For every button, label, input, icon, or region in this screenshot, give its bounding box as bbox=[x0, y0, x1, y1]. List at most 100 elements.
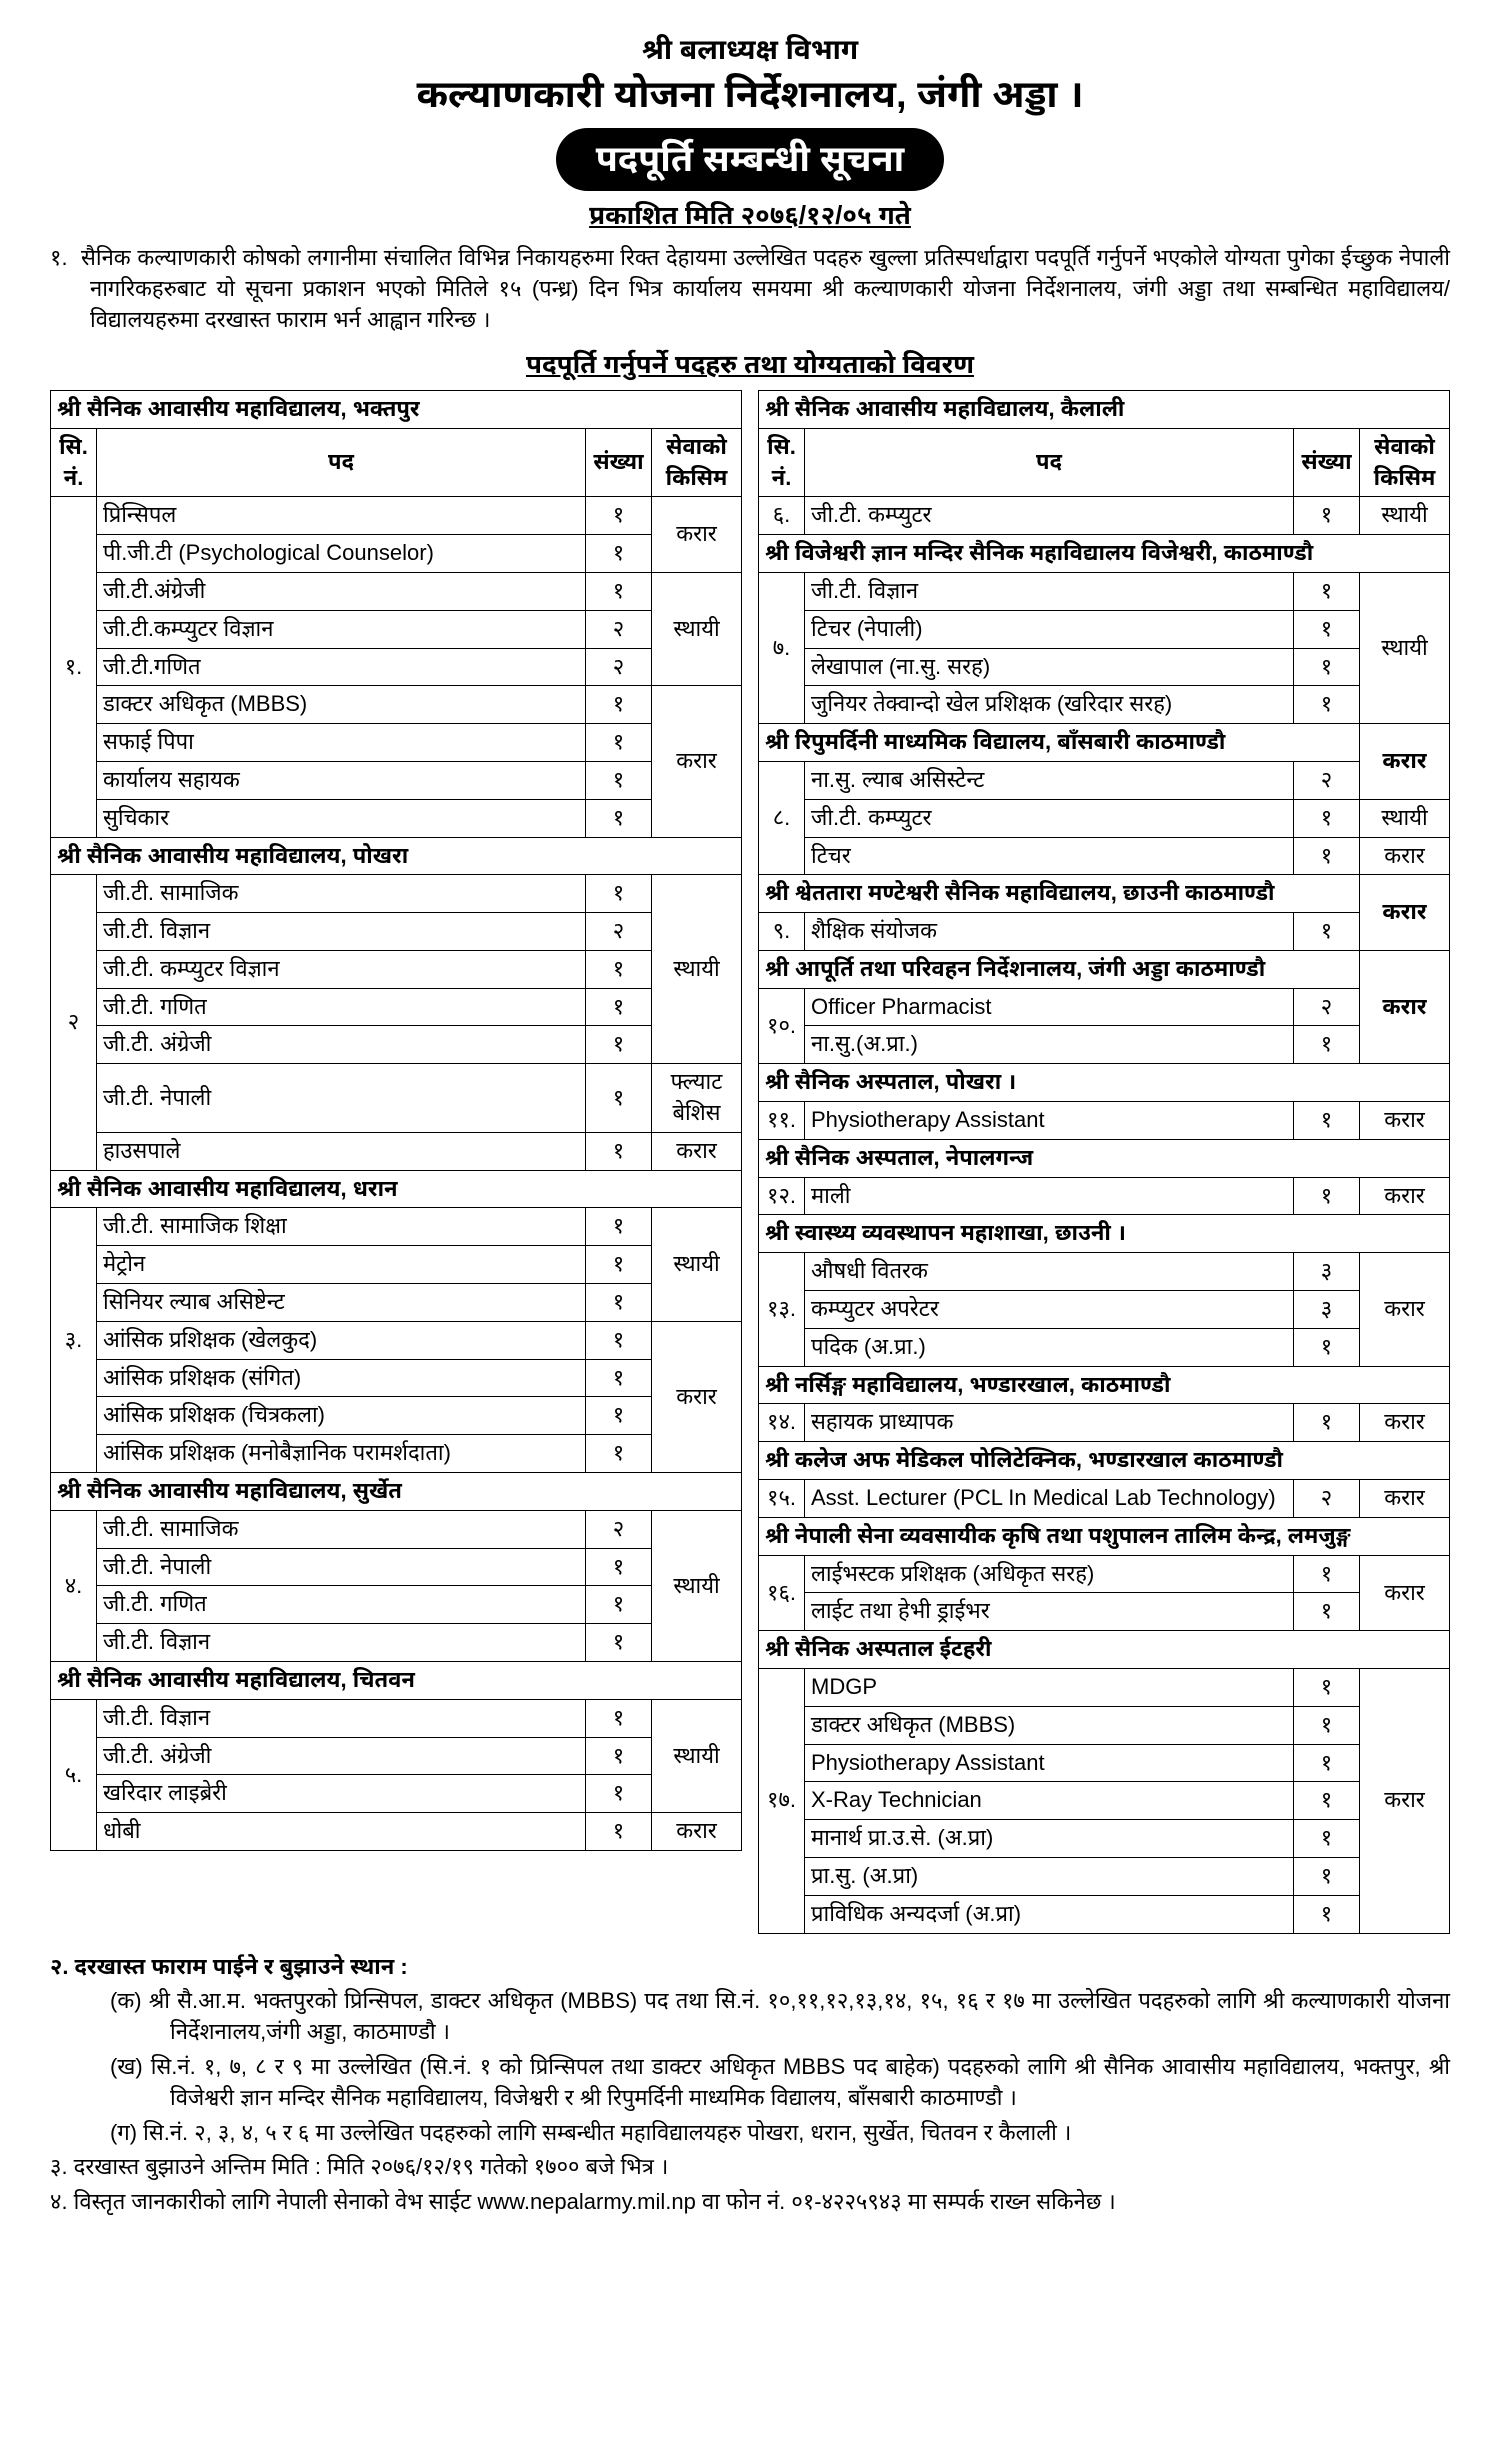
position-name: जी.टी. सामाजिक bbox=[97, 875, 586, 913]
position-count: १ bbox=[586, 535, 652, 573]
serial-number: २ bbox=[51, 875, 97, 1170]
service-type: करार bbox=[652, 1321, 742, 1472]
position-count: १ bbox=[586, 1737, 652, 1775]
position-name: पदिक (अ.प्रा.) bbox=[805, 1328, 1294, 1366]
position-name: MDGP bbox=[805, 1669, 1294, 1707]
table-row: १७.MDGP१करार bbox=[759, 1669, 1450, 1707]
table-row: जी.टी.गणित२ bbox=[51, 648, 742, 686]
position-name: टिचर bbox=[805, 837, 1294, 875]
position-name: जी.टी. कम्प्युटर bbox=[805, 497, 1294, 535]
position-count: २ bbox=[586, 1510, 652, 1548]
position-name: प्रिन्सिपल bbox=[97, 497, 586, 535]
position-name: जी.टी. विज्ञान bbox=[97, 1699, 586, 1737]
table-row: ७.जी.टी. विज्ञान१स्थायी bbox=[759, 572, 1450, 610]
position-name: डाक्टर अधिकृत (MBBS) bbox=[805, 1706, 1294, 1744]
serial-number: १. bbox=[51, 497, 97, 837]
right-table: श्री सैनिक आवासीय महाविद्यालय, कैलालीसि.… bbox=[758, 390, 1450, 1934]
table-row: जी.टी.अंग्रेजी१स्थायी bbox=[51, 572, 742, 610]
institution-header: श्री सैनिक आवासीय महाविद्यालय, धरान bbox=[51, 1170, 742, 1208]
position-count: १ bbox=[1294, 1328, 1360, 1366]
position-count: १ bbox=[586, 1246, 652, 1284]
serial-number: १७. bbox=[759, 1669, 805, 1934]
institution-header: श्री श्वेततारा मण्टेश्वरी सैनिक महाविद्य… bbox=[759, 875, 1360, 913]
position-name: सिनियर ल्याब असिष्टेन्ट bbox=[97, 1284, 586, 1322]
position-name: जी.टी. अंग्रेजी bbox=[97, 1026, 586, 1064]
position-count: १ bbox=[1294, 1555, 1360, 1593]
table-row: सुचिकार१ bbox=[51, 799, 742, 837]
position-name: कम्प्युटर अपरेटर bbox=[805, 1291, 1294, 1329]
position-count: १ bbox=[1294, 1895, 1360, 1933]
position-count: १ bbox=[586, 724, 652, 762]
table-row: मानार्थ प्रा.उ.से. (अ.प्रा)१ bbox=[759, 1820, 1450, 1858]
position-count: १ bbox=[1294, 1102, 1360, 1140]
position-count: १ bbox=[1294, 572, 1360, 610]
position-name: जी.टी.गणित bbox=[97, 648, 586, 686]
institution-header: श्री सैनिक आवासीय महाविद्यालय, चितवन bbox=[51, 1662, 742, 1700]
position-count: १ bbox=[1294, 686, 1360, 724]
position-name: जी.टी. कम्प्युटर विज्ञान bbox=[97, 950, 586, 988]
table-row: पी.जी.टी (Psychological Counselor)१ bbox=[51, 535, 742, 573]
col-header-cnt: संख्या bbox=[1294, 428, 1360, 497]
table-row: जी.टी. अंग्रेजी१ bbox=[51, 1026, 742, 1064]
position-name: आंसिक प्रशिक्षक (संगित) bbox=[97, 1359, 586, 1397]
table-row: जी.टी. गणित१ bbox=[51, 988, 742, 1026]
position-name: प्रा.सु. (अ.प्रा) bbox=[805, 1858, 1294, 1896]
table-row: ९.शैक्षिक संयोजक१ bbox=[759, 913, 1450, 951]
position-name: धोबी bbox=[97, 1813, 586, 1851]
service-type: स्थायी bbox=[652, 1510, 742, 1661]
position-count: १ bbox=[586, 1699, 652, 1737]
col-header-pad: पद bbox=[805, 428, 1294, 497]
section-title: पदपूर्ति गर्नुपर्ने पदहरु तथा योग्यताको … bbox=[50, 346, 1450, 382]
table-row: Physiotherapy Assistant१ bbox=[759, 1744, 1450, 1782]
position-name: जी.टी. अंग्रेजी bbox=[97, 1737, 586, 1775]
position-name: मानार्थ प्रा.उ.से. (अ.प्रा) bbox=[805, 1820, 1294, 1858]
position-count: १ bbox=[586, 1321, 652, 1359]
department: श्री बलाध्यक्ष विभाग bbox=[50, 30, 1450, 69]
serial-number: ५. bbox=[51, 1699, 97, 1850]
position-count: १ bbox=[1294, 648, 1360, 686]
notice-title: पदपूर्ति सम्बन्धी सूचना bbox=[556, 128, 945, 190]
col-header-sn: सि. नं. bbox=[759, 428, 805, 497]
position-count: १ bbox=[586, 1775, 652, 1813]
serial-number: ३. bbox=[51, 1208, 97, 1473]
institution-header: श्री नर्सिङ्ग महाविद्यालय, भण्डारखाल, का… bbox=[759, 1366, 1450, 1404]
table-row: टिचर१करार bbox=[759, 837, 1450, 875]
service-type: करार bbox=[1360, 1253, 1450, 1366]
service-type: करार bbox=[1360, 875, 1450, 951]
position-name: Asst. Lecturer (PCL In Medical Lab Techn… bbox=[805, 1480, 1294, 1518]
serial-number: १६. bbox=[759, 1555, 805, 1631]
serial-number: ६. bbox=[759, 497, 805, 535]
table-row: आंसिक प्रशिक्षक (संगित)१ bbox=[51, 1359, 742, 1397]
table-row: प्रा.सु. (अ.प्रा)१ bbox=[759, 1858, 1450, 1896]
table-row: २जी.टी. सामाजिक१स्थायी bbox=[51, 875, 742, 913]
position-count: १ bbox=[1294, 913, 1360, 951]
institution-header: श्री सैनिक आवासीय महाविद्यालय, भक्तपुर bbox=[51, 390, 742, 428]
table-row: सिनियर ल्याब असिष्टेन्ट१ bbox=[51, 1284, 742, 1322]
position-name: माली bbox=[805, 1177, 1294, 1215]
position-name: जी.टी. विज्ञान bbox=[97, 1624, 586, 1662]
service-type: स्थायी bbox=[1360, 799, 1450, 837]
position-name: जी.टी. गणित bbox=[97, 988, 586, 1026]
service-type: करार bbox=[1360, 1404, 1450, 1442]
table-row: खरिदार लाइब्रेरी१ bbox=[51, 1775, 742, 1813]
table-row: डाक्टर अधिकृत (MBBS)१करार bbox=[51, 686, 742, 724]
position-count: १ bbox=[1294, 799, 1360, 837]
table-row: प्राविधिक अन्यदर्जा (अ.प्रा)१ bbox=[759, 1895, 1450, 1933]
table-row: डाक्टर अधिकृत (MBBS)१ bbox=[759, 1706, 1450, 1744]
position-name: मेट्रोन bbox=[97, 1246, 586, 1284]
position-name: प्राविधिक अन्यदर्जा (अ.प्रा) bbox=[805, 1895, 1294, 1933]
col-header-cnt: संख्या bbox=[586, 428, 652, 497]
position-name: टिचर (नेपाली) bbox=[805, 610, 1294, 648]
position-name: सफाई पिपा bbox=[97, 724, 586, 762]
position-name: जी.टी. सामाजिक शिक्षा bbox=[97, 1208, 586, 1246]
table-row: जी.टी.कम्प्युटर विज्ञान२ bbox=[51, 610, 742, 648]
institution-header: श्री कलेज अफ मेडिकल पोलिटेक्निक, भण्डारख… bbox=[759, 1442, 1450, 1480]
table-row: जी.टी. नेपाली१फ्ल्याट बेशिस bbox=[51, 1064, 742, 1133]
vacancy-tables: श्री सैनिक आवासीय महाविद्यालय, भक्तपुर सि… bbox=[50, 390, 1450, 1934]
institution-header: श्री सैनिक अस्पताल, नेपालगन्ज bbox=[759, 1139, 1450, 1177]
position-name: Officer Pharmacist bbox=[805, 988, 1294, 1026]
table-row: मेट्रोन१ bbox=[51, 1246, 742, 1284]
service-type: करार bbox=[1360, 1555, 1450, 1631]
table-row: लाईट तथा हेभी ड्राईभर१ bbox=[759, 1593, 1450, 1631]
table-row: ५.जी.टी. विज्ञान१स्थायी bbox=[51, 1699, 742, 1737]
